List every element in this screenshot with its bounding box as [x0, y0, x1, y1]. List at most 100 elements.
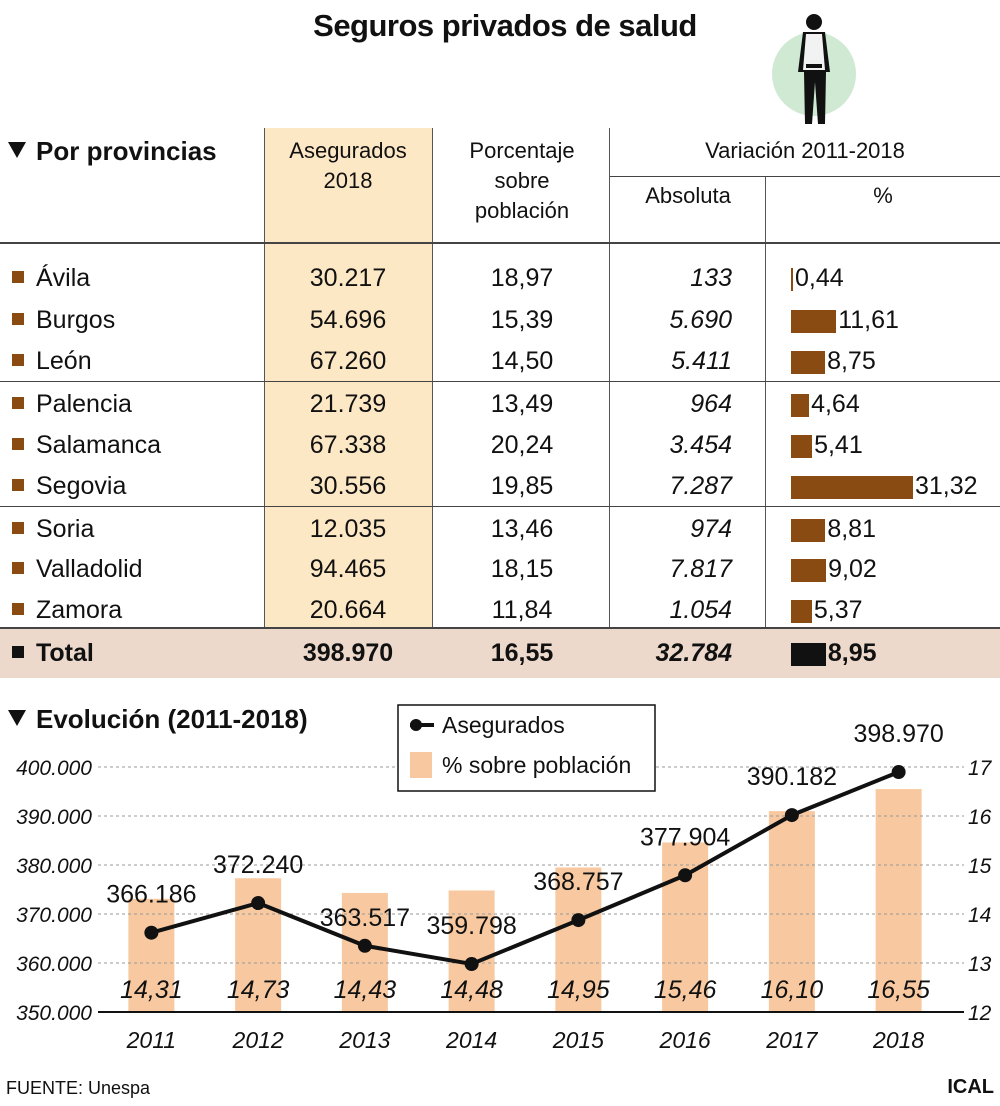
line-data-label: 372.240 [213, 851, 303, 879]
bar-2014 [448, 890, 495, 1012]
bar-data-label: 15,46 [654, 976, 717, 1004]
table-row: Burgos 54.696 15,39 5.690 11,61 [0, 300, 1000, 341]
province-name: Burgos [36, 306, 116, 334]
variacion-pct-value: 8,75 [827, 347, 876, 375]
province-name: Segovia [36, 472, 127, 500]
header-porcentaje: Porcentaje sobre población [469, 138, 575, 223]
variacion-absoluta-value: 133 [690, 264, 732, 292]
province-name: Zamora [36, 596, 123, 624]
variacion-absoluta-value: 964 [690, 390, 732, 418]
x-tick-label: 2018 [872, 1027, 924, 1053]
agency-logo: ICAL [947, 1076, 994, 1098]
variacion-pct-bar [791, 559, 827, 582]
variacion-pct-value: 31,32 [915, 472, 978, 500]
porcentaje-value: 19,85 [490, 472, 554, 500]
line-point-2016 [678, 868, 693, 883]
variacion-pct-value: 8,81 [827, 515, 876, 543]
bar-data-label: 14,73 [227, 976, 290, 1004]
asegurados-value: 67.338 [309, 431, 387, 459]
variacion-pct-value: 11,61 [838, 306, 899, 334]
variacion-absoluta-value: 974 [690, 515, 732, 543]
asegurados-value: 21.739 [309, 390, 387, 418]
variacion-absoluta-value: 1.054 [669, 596, 732, 624]
line-point-2011 [144, 925, 159, 940]
triangle-down-icon [8, 710, 26, 726]
x-tick-label: 2016 [659, 1027, 711, 1053]
legend-square-icon [12, 313, 24, 325]
legend-box [397, 704, 656, 792]
divider [609, 128, 610, 678]
variacion-pct-value: 5,41 [814, 431, 863, 459]
province-name: Ávila [36, 264, 91, 292]
porcentaje-value: 15,39 [490, 306, 554, 334]
porcentaje-value: 18,15 [490, 555, 554, 583]
line-data-label: 398.970 [853, 720, 943, 748]
table-row: León 67.260 14,50 5.411 8,75 [0, 341, 1000, 382]
legend-label-asegurados: Asegurados [442, 712, 565, 738]
evolution-chart: 350.000 360.000 370.000 380.000 390.000 400.0… [16, 704, 993, 1053]
variacion-absoluta-value: 7.287 [669, 472, 732, 500]
province-name: Total [36, 639, 94, 667]
section-title-provincias: Por provincias [8, 136, 217, 167]
line-point-2012 [251, 896, 266, 911]
right-axis-tick: 16 [968, 806, 992, 829]
porcentaje-value: 11,84 [491, 596, 553, 624]
x-tick-label: 2012 [232, 1027, 284, 1053]
chart-title: Evolución (2011-2018) [8, 704, 308, 735]
asegurados-value: 54.696 [309, 306, 387, 334]
header-asegurados: Asegurados 2018 [289, 138, 407, 193]
bar-data-label: 16,10 [761, 976, 824, 1004]
x-tick-label: 2014 [445, 1027, 497, 1053]
divider [765, 176, 766, 678]
table-row: Segovia 30.556 19,85 7.287 31,32 [0, 466, 1000, 507]
variacion-pct-bar [791, 600, 812, 623]
total-row-background [0, 627, 1000, 678]
x-tick-label: 2013 [338, 1027, 390, 1053]
left-axis-tick: 370.000 [16, 904, 92, 927]
line-point-2013 [357, 938, 372, 953]
right-axis-tick: 13 [968, 953, 992, 976]
legend-square-icon [12, 646, 24, 658]
porcentaje-value: 18,97 [490, 264, 554, 292]
line-point-2015 [571, 913, 586, 928]
variacion-absoluta-value: 7.817 [669, 555, 732, 583]
asegurados-value: 398.970 [302, 639, 394, 667]
left-axis-tick: 380.000 [16, 855, 92, 878]
variacion-pct-value: 5,37 [813, 596, 863, 624]
bar-2011 [128, 898, 175, 1012]
divider [432, 128, 433, 678]
legend-square-icon [12, 354, 24, 366]
porcentaje-value: 20,24 [490, 431, 554, 459]
variacion-pct-bar [791, 435, 813, 458]
variacion-pct-bar [791, 394, 810, 417]
bar-data-label: 14,43 [334, 976, 397, 1004]
line-data-label: 368.757 [533, 868, 623, 896]
province-name: Valladolid [36, 555, 143, 583]
table-row: Salamanca 67.338 20,24 3.454 5,41 [0, 425, 1000, 466]
province-name: León [36, 347, 92, 375]
asegurados-line [150, 770, 900, 967]
variacion-pct-bar [791, 476, 913, 499]
porcentaje-value: 13,46 [490, 515, 554, 543]
variacion-pct-bar [791, 310, 837, 333]
bar-data-label: 14,48 [440, 976, 503, 1004]
legend-square-icon [12, 603, 24, 615]
left-axis-tick: 350.000 [16, 1002, 92, 1025]
left-axis-tick: 400.000 [16, 757, 92, 780]
right-axis-tick: 14 [968, 904, 991, 927]
triangle-down-icon [8, 142, 26, 158]
variacion-absoluta-value: 5.411 [671, 347, 732, 375]
legend-square-icon [12, 397, 24, 409]
page-title: Seguros privados de salud [313, 8, 697, 43]
bar-data-label: 14,31 [120, 976, 183, 1004]
divider [0, 381, 1000, 382]
province-name: Soria [36, 515, 95, 543]
legend-square-icon [12, 479, 24, 491]
divider [0, 506, 1000, 507]
x-tick-label: 2011 [126, 1027, 176, 1053]
porcentaje-value: 13,49 [490, 390, 554, 418]
header-absoluta: Absoluta [645, 183, 731, 208]
table-row: Valladolid 94.465 18,15 7.817 9,02 [0, 549, 1000, 590]
line-data-label: 377.904 [640, 823, 730, 851]
asegurados-value: 67.260 [309, 347, 387, 375]
